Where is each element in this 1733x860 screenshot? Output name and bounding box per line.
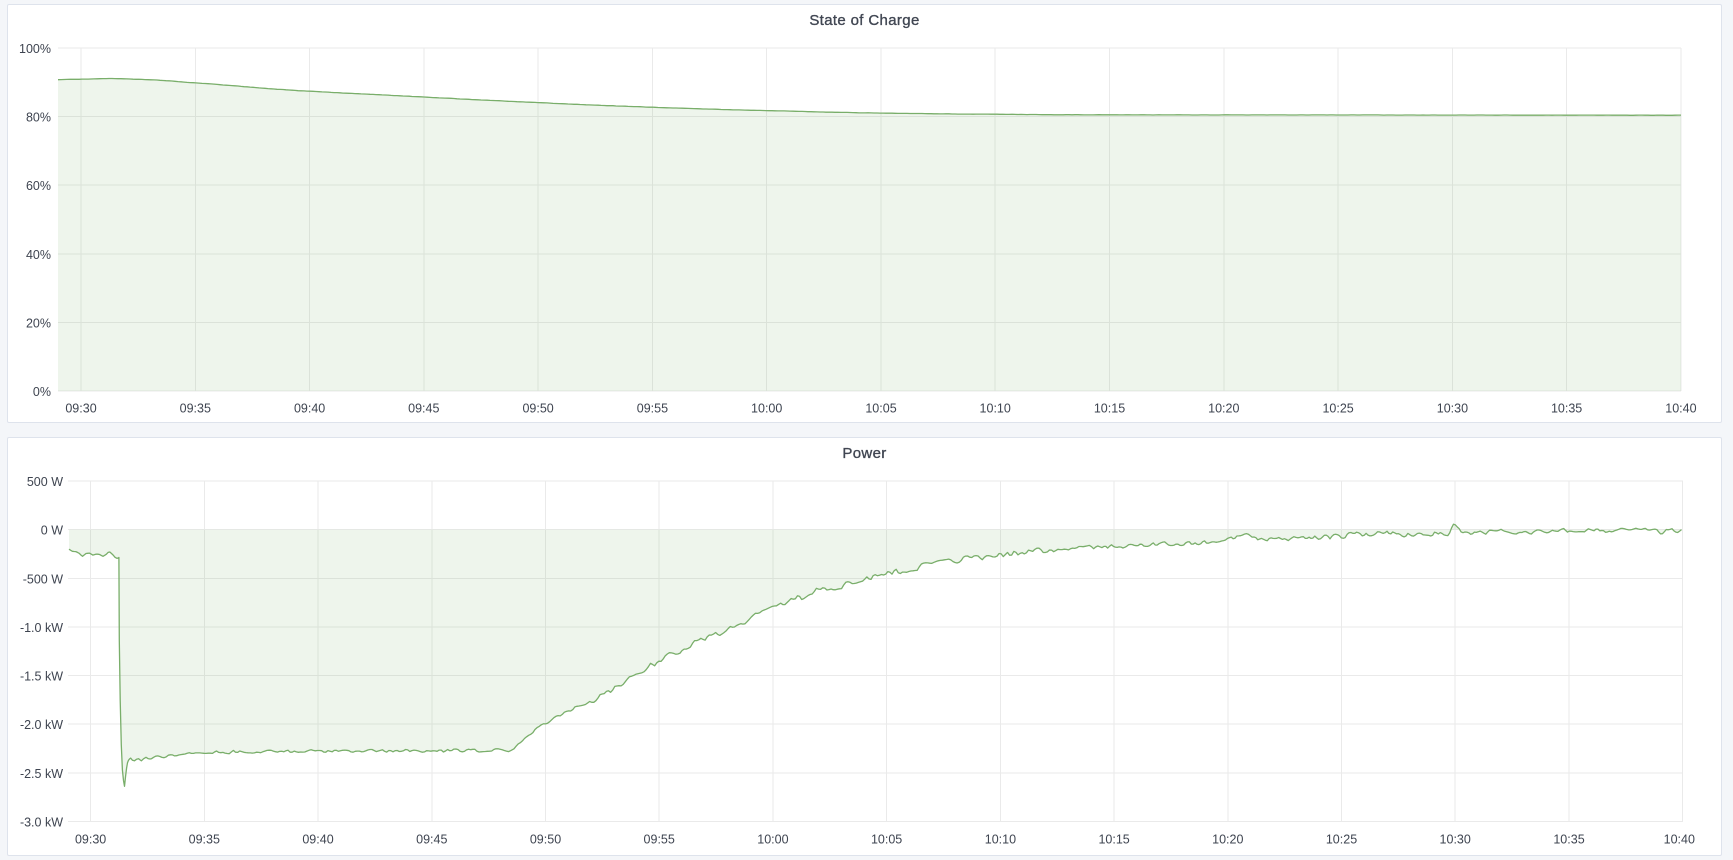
- svg-text:10:20: 10:20: [1208, 402, 1239, 416]
- svg-text:20%: 20%: [26, 316, 51, 330]
- svg-text:500 W: 500 W: [27, 475, 63, 489]
- svg-text:09:40: 09:40: [294, 402, 325, 416]
- svg-text:-2.0 kW: -2.0 kW: [20, 718, 63, 732]
- svg-text:09:55: 09:55: [637, 402, 668, 416]
- svg-text:10:35: 10:35: [1551, 402, 1582, 416]
- svg-text:-500 W: -500 W: [23, 572, 63, 586]
- svg-text:10:05: 10:05: [865, 402, 896, 416]
- svg-text:60%: 60%: [26, 179, 51, 193]
- svg-text:0%: 0%: [33, 385, 51, 399]
- svg-text:10:40: 10:40: [1664, 833, 1695, 847]
- svg-text:-3.0 kW: -3.0 kW: [20, 816, 63, 830]
- svg-text:10:25: 10:25: [1322, 402, 1353, 416]
- svg-text:-1.0 kW: -1.0 kW: [20, 621, 63, 635]
- svg-text:10:30: 10:30: [1440, 833, 1471, 847]
- svg-text:09:40: 09:40: [302, 833, 333, 847]
- svg-text:100%: 100%: [19, 42, 51, 56]
- svg-text:10:00: 10:00: [751, 402, 782, 416]
- svg-text:40%: 40%: [26, 248, 51, 262]
- svg-text:10:30: 10:30: [1437, 402, 1468, 416]
- svg-text:80%: 80%: [26, 111, 51, 125]
- svg-text:-2.5 kW: -2.5 kW: [20, 767, 63, 781]
- svg-text:10:10: 10:10: [985, 833, 1016, 847]
- svg-text:10:05: 10:05: [871, 833, 902, 847]
- svg-text:09:30: 09:30: [65, 402, 96, 416]
- svg-text:09:35: 09:35: [189, 833, 220, 847]
- svg-text:10:15: 10:15: [1098, 833, 1129, 847]
- svg-text:10:00: 10:00: [757, 833, 788, 847]
- svg-text:10:40: 10:40: [1665, 402, 1696, 416]
- svg-text:10:10: 10:10: [980, 402, 1011, 416]
- svg-text:-1.5 kW: -1.5 kW: [20, 670, 63, 684]
- svg-text:09:45: 09:45: [408, 402, 439, 416]
- svg-text:10:25: 10:25: [1326, 833, 1357, 847]
- svg-text:09:50: 09:50: [522, 402, 553, 416]
- svg-text:09:35: 09:35: [180, 402, 211, 416]
- svg-text:09:30: 09:30: [75, 833, 106, 847]
- svg-text:09:55: 09:55: [644, 833, 675, 847]
- svg-text:0 W: 0 W: [41, 524, 63, 538]
- svg-text:10:15: 10:15: [1094, 402, 1125, 416]
- svg-text:10:35: 10:35: [1553, 833, 1584, 847]
- svg-text:10:20: 10:20: [1212, 833, 1243, 847]
- svg-text:09:45: 09:45: [416, 833, 447, 847]
- svg-text:09:50: 09:50: [530, 833, 561, 847]
